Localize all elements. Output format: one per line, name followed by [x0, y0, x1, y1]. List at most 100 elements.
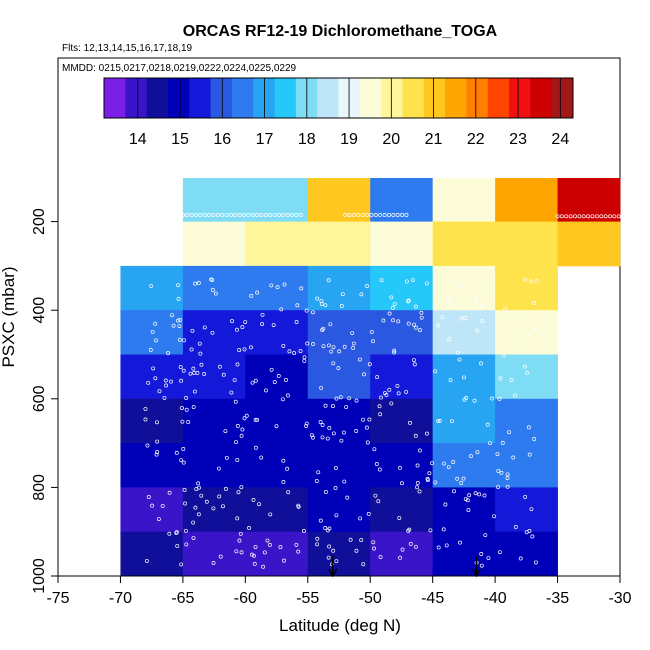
heatmap-cell: [182, 531, 246, 577]
y-axis-label: PSXC (mbar): [0, 266, 18, 367]
observation-point: [294, 542, 299, 547]
observation-point: [495, 452, 500, 457]
observation-point: [211, 561, 216, 565]
observation-point: [198, 351, 203, 356]
observation-point: [177, 337, 182, 342]
x-axis: -75 -70 -65 -60 -55 -50 -45 -40 -35 -30: [46, 575, 632, 607]
observation-point: [145, 443, 150, 448]
observation-point: [382, 391, 387, 395]
y-tick-label: 600: [31, 385, 48, 412]
observation-point: [406, 299, 411, 304]
observation-point: [425, 476, 430, 481]
observation-point: [398, 555, 403, 560]
observation-point: [151, 366, 156, 371]
observation-point: [224, 455, 229, 460]
observation-point: [155, 439, 160, 444]
observation-point: [196, 481, 201, 486]
observation-point: [242, 416, 247, 421]
observation-point: [488, 441, 492, 446]
x-tick-label: -40: [484, 590, 507, 607]
observation-point: [199, 362, 204, 367]
heatmap-cell: [432, 310, 496, 355]
observation-point: [143, 406, 148, 411]
observation-point: [285, 466, 290, 471]
observation-point: [511, 455, 516, 460]
colorbar-swatch: [551, 78, 574, 118]
observation-point: [290, 213, 295, 217]
observation-point: [433, 480, 438, 485]
observation-point: [586, 214, 591, 219]
observation-point: [177, 324, 182, 329]
observation-point: [483, 533, 488, 538]
heatmap-cell: [495, 531, 558, 577]
observation-point: [334, 396, 339, 401]
observation-point: [320, 423, 325, 427]
observation-point: [149, 283, 154, 288]
observation-point: [395, 213, 400, 217]
observation-point: [410, 278, 415, 282]
observation-point: [594, 214, 599, 219]
observation-point: [448, 378, 453, 383]
heatmap-cell: [307, 443, 371, 488]
observation-point: [415, 480, 420, 485]
heatmap-cell: [495, 178, 558, 222]
observation-point: [326, 278, 331, 283]
observation-point: [419, 310, 424, 315]
observation-point: [522, 364, 527, 369]
observation-point: [211, 506, 216, 511]
observation-point: [373, 493, 378, 498]
observation-point: [229, 213, 233, 217]
observation-point: [525, 331, 530, 336]
observation-point: [295, 303, 300, 308]
observation-point: [180, 419, 185, 424]
colorbar-tick-label: 17: [256, 131, 274, 148]
observation-point: [279, 307, 284, 312]
observation-point: [169, 379, 173, 384]
observation-point: [238, 531, 243, 536]
observation-point: [366, 511, 371, 516]
observation-point: [331, 345, 336, 350]
observation-point: [174, 530, 179, 535]
observation-point: [144, 558, 149, 563]
observation-point: [272, 380, 277, 385]
observation-point: [440, 315, 445, 320]
heatmap-cell: [245, 531, 309, 577]
observation-point: [330, 404, 335, 409]
observation-point: [333, 466, 338, 471]
observation-point: [568, 214, 573, 219]
heatmap-cell: [182, 221, 246, 267]
observation-point: [184, 396, 189, 400]
colorbar-swatch: [146, 78, 169, 118]
observation-point: [318, 518, 323, 523]
observation-point: [505, 476, 510, 481]
observation-point: [237, 213, 242, 217]
observation-point: [176, 283, 181, 288]
observation-point: [190, 328, 195, 333]
observation-point: [333, 486, 338, 490]
observation-point: [479, 551, 484, 556]
observation-point: [465, 498, 470, 503]
observation-point: [361, 562, 366, 567]
flights-subtitle: Flts: 12,13,14,15,16,17,18,19: [62, 43, 193, 54]
observation-point: [182, 487, 187, 492]
observation-point: [391, 305, 395, 310]
observation-point: [180, 213, 185, 217]
colorbar-frame: [103, 77, 574, 119]
observation-point: [255, 290, 260, 295]
observation-point: [192, 389, 197, 394]
observation-point: [278, 545, 283, 550]
observation-point: [382, 213, 387, 217]
chart-title: ORCAS RF12-19 Dichloromethane_TOGA: [183, 23, 498, 40]
observation-point: [170, 313, 174, 318]
observation-point: [327, 526, 332, 531]
observation-point: [318, 419, 323, 424]
observation-point: [430, 461, 434, 466]
y-axis: 200 400 600 800 1000: [31, 208, 59, 594]
observation-point: [378, 213, 383, 217]
observation-point: [564, 214, 569, 219]
observation-point: [599, 214, 604, 219]
observation-point: [443, 502, 448, 507]
observation-point: [252, 553, 257, 558]
observation-point: [234, 327, 239, 332]
observation-point: [296, 549, 301, 554]
